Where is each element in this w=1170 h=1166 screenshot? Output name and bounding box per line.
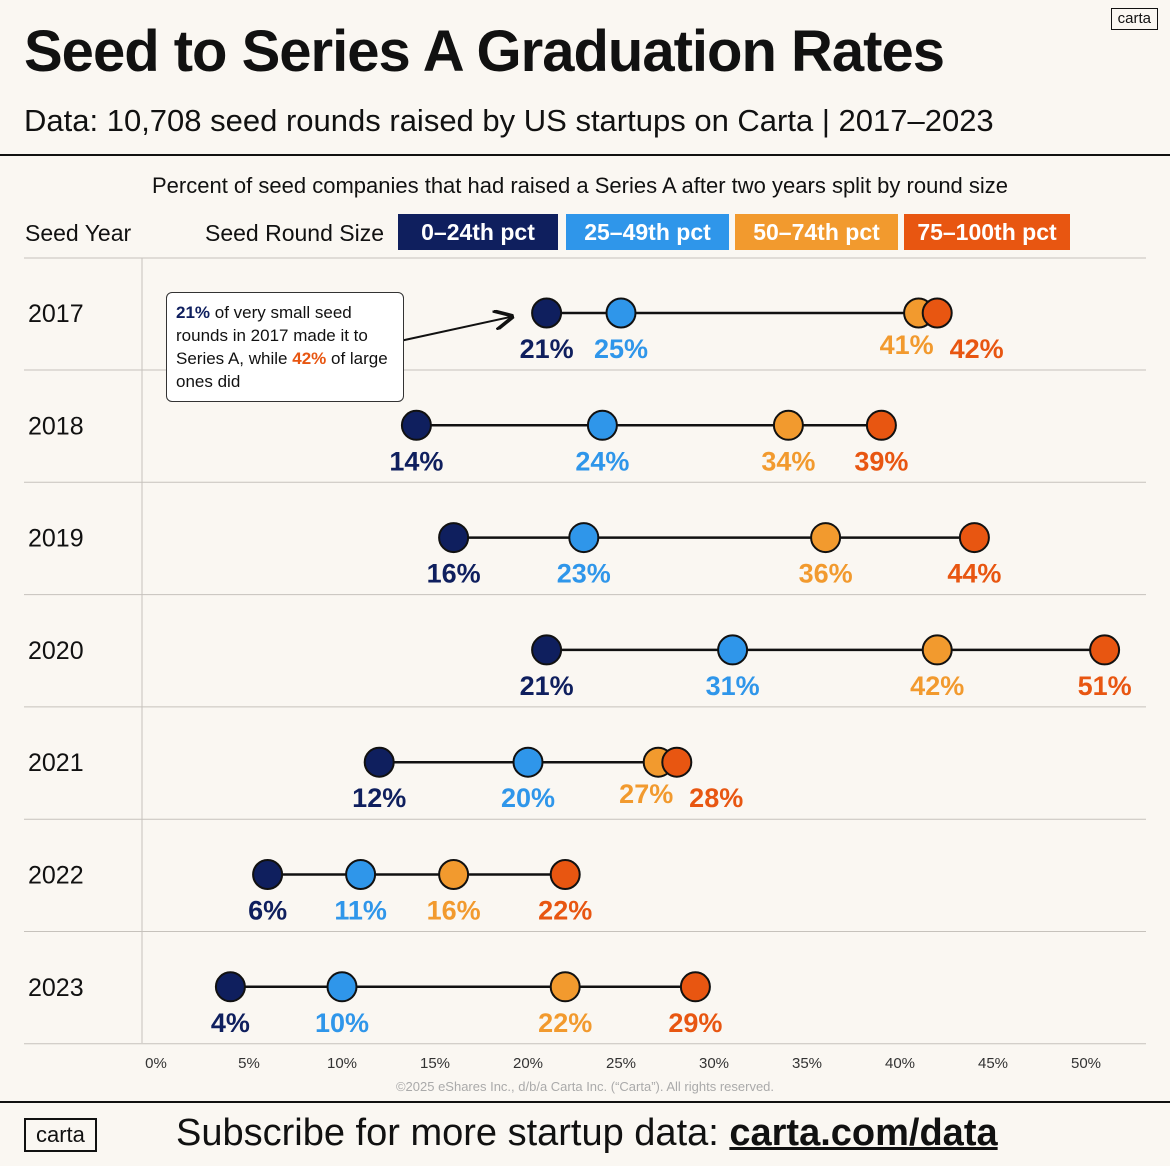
data-label: 11% (334, 896, 387, 926)
data-point (958, 522, 990, 554)
data-point (363, 746, 395, 778)
data-label: 44% (947, 559, 1001, 589)
data-point (1089, 634, 1121, 666)
x-tick-label: 30% (699, 1055, 729, 1072)
copyright-notice: ©2025 eShares Inc., d/b/a Carta Inc. (“C… (395, 1079, 775, 1094)
top-divider (0, 154, 1170, 156)
data-label: 6% (248, 896, 287, 926)
year-label: 2022 (28, 862, 84, 890)
data-label: 12% (352, 783, 406, 813)
subscribe-cta: Subscribe for more startup data: carta.c… (176, 1112, 998, 1154)
x-tick-label: 10% (327, 1055, 357, 1072)
x-tick-label: 5% (238, 1055, 260, 1072)
legend-item-1: 0–24th pct (398, 214, 558, 250)
data-label: 16% (427, 559, 481, 589)
data-point (865, 409, 897, 441)
legend-item-4: 75–100th pct (904, 214, 1070, 250)
data-point (345, 859, 377, 890)
x-tick-label: 40% (885, 1055, 915, 1072)
data-label: 16% (427, 896, 481, 926)
carta-data-link[interactable]: carta.com/data (729, 1112, 998, 1154)
data-point (531, 297, 563, 329)
data-label: 21% (520, 671, 574, 701)
data-label: 22% (538, 1008, 592, 1038)
data-label: 24% (575, 446, 629, 476)
year-label: 2017 (28, 300, 84, 328)
data-point (512, 746, 544, 778)
x-tick-label: 50% (1071, 1055, 1101, 1072)
legend-item-3: 50–74th pct (735, 214, 898, 250)
chart-subtitle: Percent of seed companies that had raise… (152, 173, 1009, 198)
x-tick-label: 25% (606, 1055, 636, 1072)
data-point (921, 634, 953, 666)
data-point (679, 971, 711, 1003)
data-label: 36% (799, 559, 853, 589)
carta-logo-bottom: carta (24, 1118, 97, 1152)
data-point (586, 409, 618, 441)
data-label: 39% (854, 446, 908, 476)
legend-title: Seed Round Size (205, 220, 385, 246)
bottom-divider (0, 1101, 1170, 1103)
data-point (438, 522, 470, 554)
data-point (438, 859, 470, 890)
data-point (252, 859, 284, 890)
data-point (605, 297, 637, 329)
data-label: 28% (689, 783, 743, 813)
data-point (549, 971, 581, 1003)
page-subtitle: Data: 10,708 seed rounds raised by US st… (24, 103, 994, 138)
data-label: 21% (520, 334, 574, 364)
data-point (214, 971, 246, 1003)
x-tick-label: 20% (513, 1055, 543, 1072)
data-label: 34% (761, 446, 815, 476)
year-label: 2021 (28, 749, 84, 777)
x-tick-label: 35% (792, 1055, 822, 1072)
annotation-callout: 21% of very small seed rounds in 2017 ma… (166, 292, 404, 402)
data-point (568, 522, 600, 554)
data-label: 20% (501, 783, 555, 813)
data-point (717, 634, 749, 666)
data-label: 23% (557, 559, 611, 589)
legend-item-2: 25–49th pct (566, 214, 729, 250)
data-label: 31% (706, 671, 760, 701)
data-point (661, 746, 693, 778)
data-label: 25% (594, 334, 648, 364)
data-label: 10% (315, 1008, 369, 1038)
callout-arrow (399, 317, 510, 342)
x-tick-label: 15% (420, 1055, 450, 1072)
year-label: 2019 (28, 525, 84, 553)
x-tick-label: 45% (978, 1055, 1008, 1072)
data-label: 51% (1078, 671, 1132, 701)
data-label: 14% (389, 446, 443, 476)
data-label: 4% (211, 1008, 250, 1038)
dot-range-chart: 0% 5% 10% 15% 20% 25% 30% 35% 40% 45% 50% 2017 21% 25… (24, 257, 1146, 1072)
data-point (549, 859, 581, 890)
year-label: 2020 (28, 637, 84, 665)
row-header-label: Seed Year (25, 220, 132, 246)
carta-logo-top: carta (1110, 8, 1158, 30)
data-label: 42% (950, 334, 1004, 364)
year-label: 2023 (28, 974, 84, 1002)
x-tick-label: 0% (145, 1055, 167, 1072)
data-label: 41% (880, 330, 934, 360)
data-label: 29% (668, 1008, 722, 1038)
data-label: 42% (910, 671, 964, 701)
data-label: 27% (619, 779, 673, 809)
year-label: 2018 (28, 412, 84, 440)
data-point (400, 409, 432, 441)
data-point (772, 409, 804, 441)
data-point (531, 634, 563, 666)
data-point (921, 297, 953, 329)
data-label: 22% (538, 896, 592, 926)
data-point (326, 971, 358, 1003)
page-title: Seed to Series A Graduation Rates (24, 19, 945, 84)
data-point (810, 522, 842, 554)
